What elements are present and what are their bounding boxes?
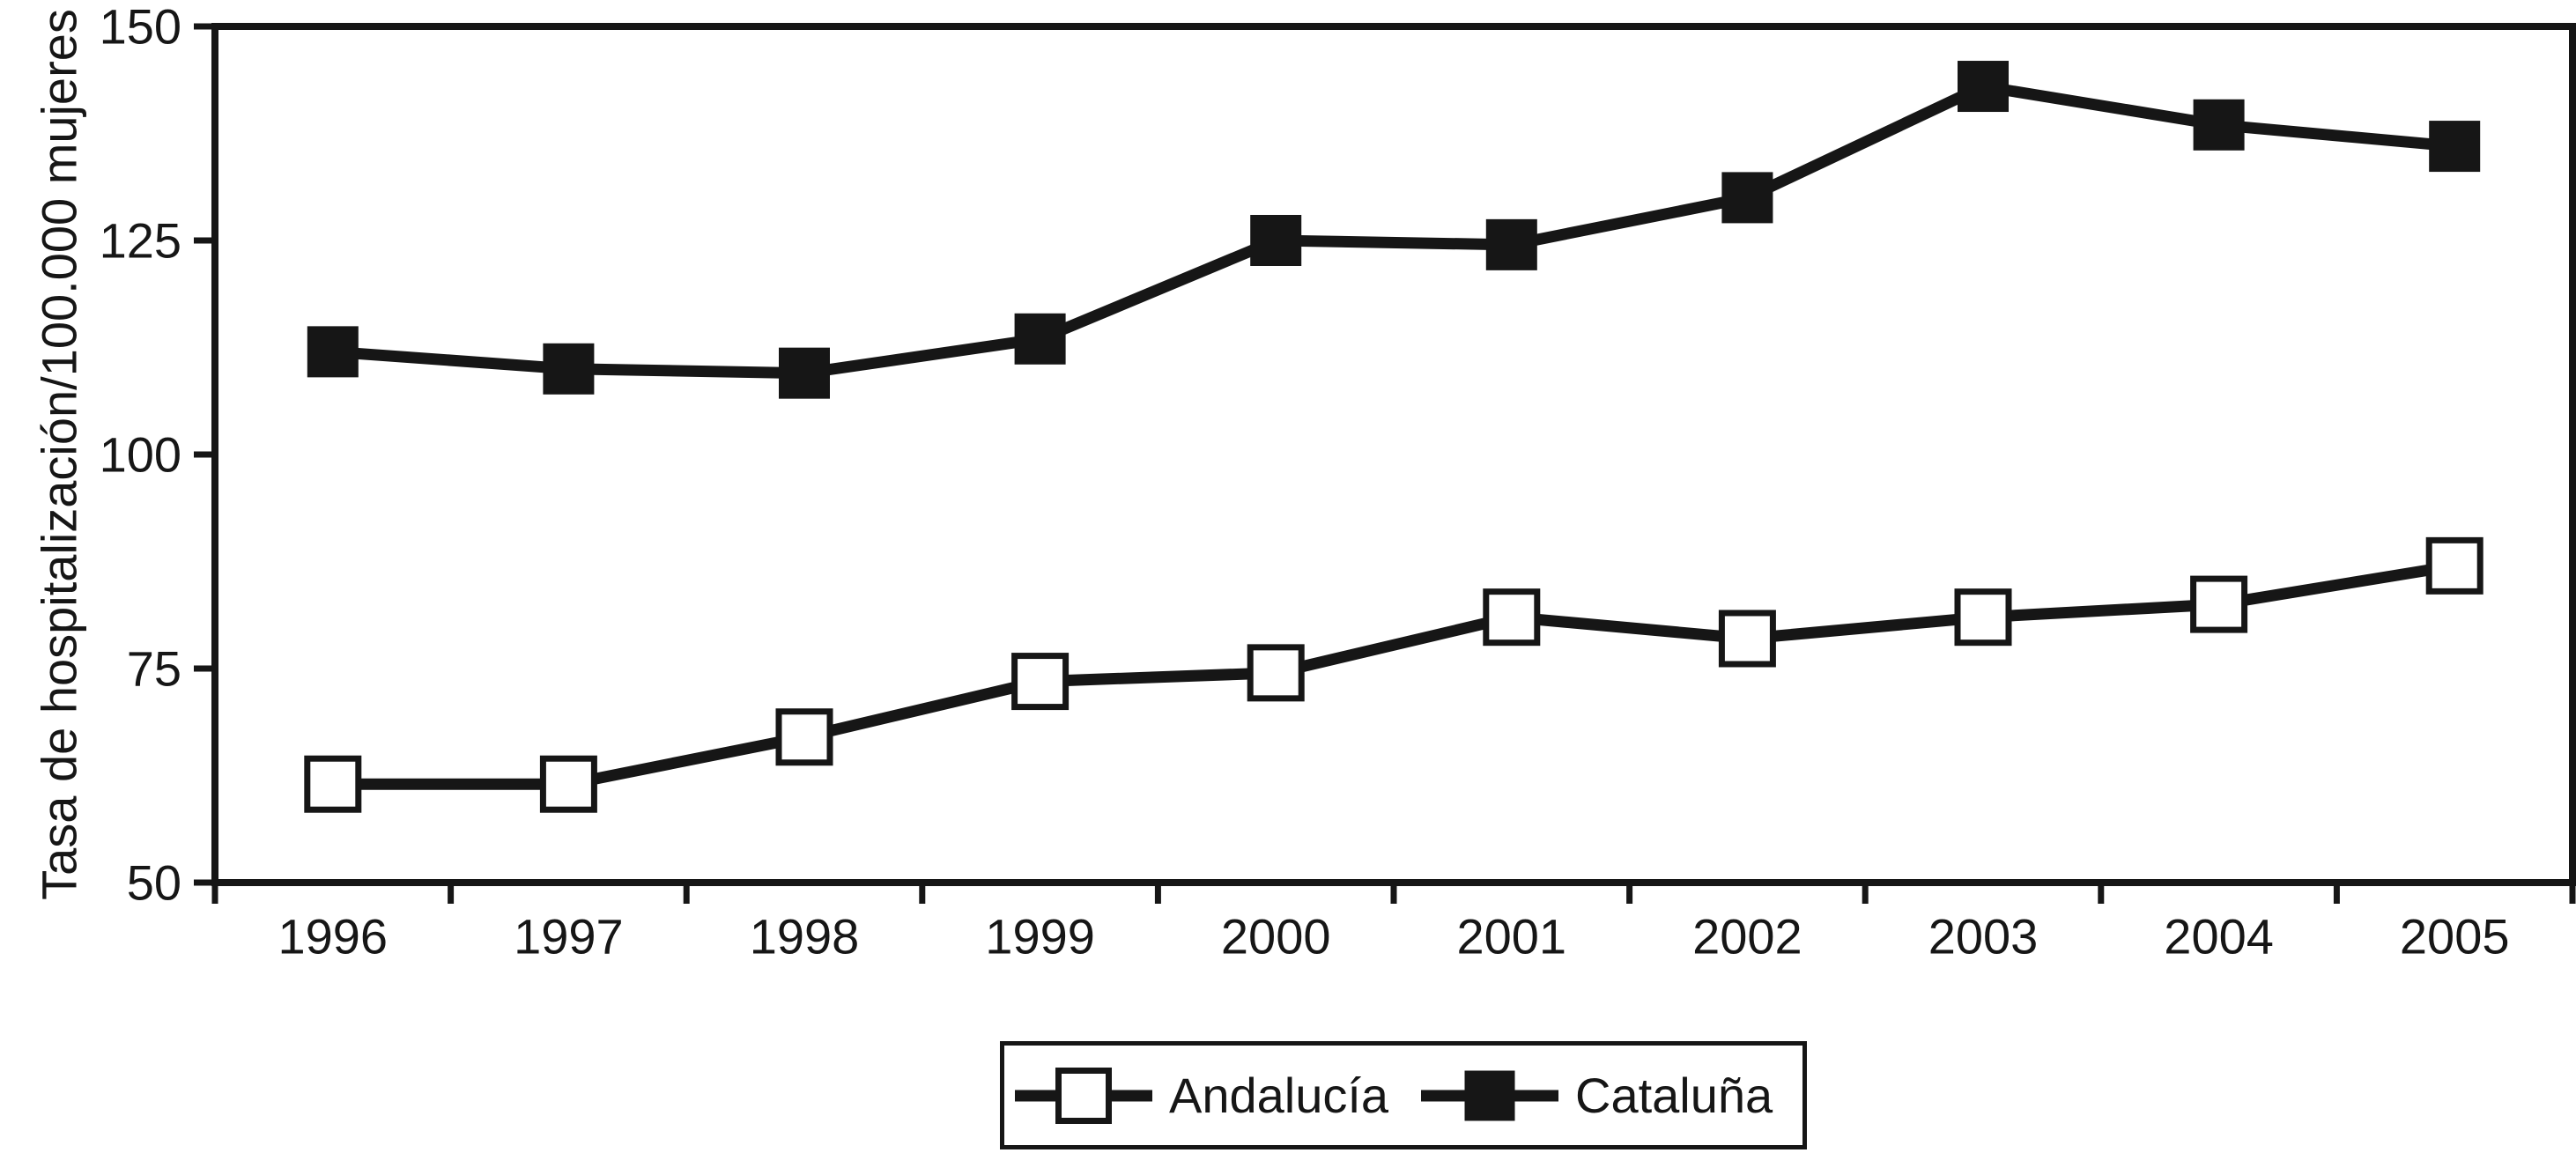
x-tick-label: 2000 xyxy=(1221,909,1331,965)
legend-box: Andalucía Cataluña xyxy=(1000,1041,1807,1149)
data-point-marker xyxy=(1250,215,1302,266)
x-tick-label: 1996 xyxy=(278,909,389,965)
y-axis-title: Tasa de hospitalización/100.000 mujeres xyxy=(31,9,87,900)
data-point-marker xyxy=(1485,218,1537,270)
x-tick-label: 1997 xyxy=(514,909,624,965)
x-tick-label: 1999 xyxy=(985,909,1095,965)
data-point-marker xyxy=(2190,575,2248,633)
data-point-marker xyxy=(2193,99,2245,151)
legend-item-cataluna: Cataluña xyxy=(1421,1065,1773,1127)
data-point-marker xyxy=(1954,588,2012,647)
y-tick-label: 75 xyxy=(127,641,181,697)
data-point-marker xyxy=(307,326,359,378)
data-point-marker xyxy=(2429,121,2481,173)
y-tick-label: 125 xyxy=(100,213,181,269)
data-point-marker xyxy=(543,343,595,395)
data-point-marker xyxy=(1011,653,1070,711)
data-point-marker xyxy=(539,755,597,813)
data-point-marker xyxy=(1247,644,1305,702)
y-tick-label: 150 xyxy=(100,0,181,55)
data-point-marker xyxy=(1721,172,1773,224)
x-tick-label: 2002 xyxy=(1692,909,1802,965)
data-point-marker xyxy=(779,347,830,399)
data-point-marker xyxy=(1483,588,1541,647)
x-tick-label: 1998 xyxy=(750,909,860,965)
data-point-marker xyxy=(1718,610,1776,668)
data-point-marker xyxy=(775,708,833,766)
x-tick-label: 2001 xyxy=(1457,909,1567,965)
series-line-cataluna xyxy=(332,80,2455,380)
x-tick-label: 2004 xyxy=(2164,909,2274,965)
y-tick-label: 50 xyxy=(127,855,181,911)
x-tick-label: 2005 xyxy=(2400,909,2510,965)
open-square-marker-icon xyxy=(1015,1067,1152,1124)
x-tick-label: 2003 xyxy=(1928,909,2039,965)
data-point-marker xyxy=(1958,61,2009,113)
legend-label-andalucia: Andalucía xyxy=(1169,1068,1389,1123)
plot-frame xyxy=(211,23,2576,886)
data-point-marker xyxy=(1014,313,1066,365)
legend-item-andalucia: Andalucía xyxy=(1015,1065,1388,1127)
legend-label-cataluna: Cataluña xyxy=(1575,1068,1773,1123)
data-point-marker xyxy=(2425,536,2483,595)
data-point-marker xyxy=(304,755,362,813)
filled-square-marker-icon xyxy=(1421,1070,1558,1120)
y-tick-label: 100 xyxy=(100,427,181,483)
series-line-andalucia xyxy=(332,559,2456,790)
